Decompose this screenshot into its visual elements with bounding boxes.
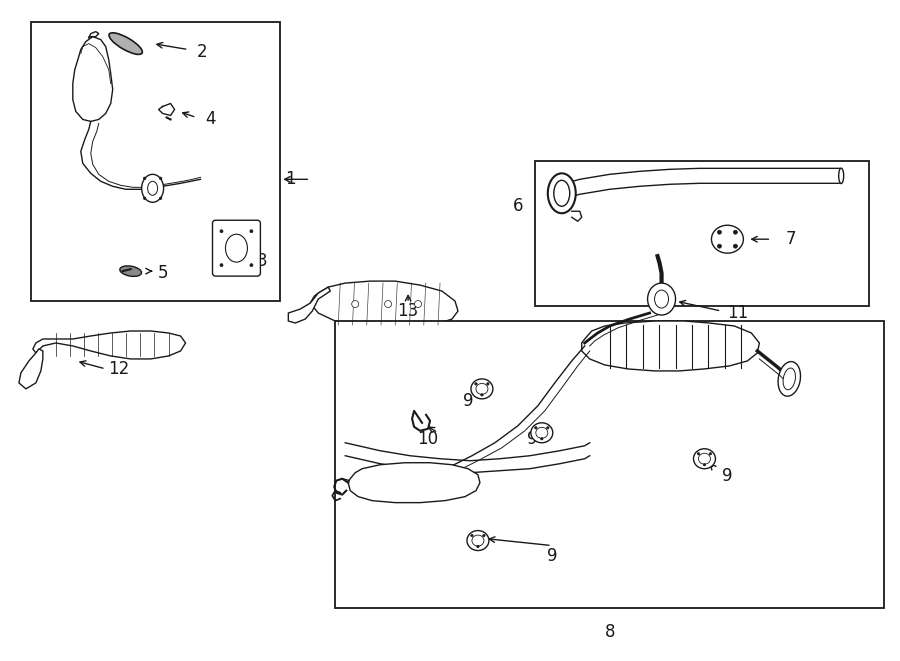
Ellipse shape	[141, 175, 164, 202]
Ellipse shape	[472, 535, 484, 546]
FancyBboxPatch shape	[212, 220, 260, 276]
Ellipse shape	[709, 453, 712, 455]
Text: 9: 9	[546, 547, 557, 564]
Ellipse shape	[717, 244, 722, 248]
Ellipse shape	[159, 197, 162, 200]
Ellipse shape	[703, 463, 706, 466]
Ellipse shape	[548, 173, 576, 214]
Ellipse shape	[536, 427, 548, 438]
Text: 2: 2	[197, 42, 208, 61]
Ellipse shape	[482, 534, 485, 537]
Ellipse shape	[384, 301, 392, 307]
Ellipse shape	[535, 426, 537, 429]
Text: 9: 9	[463, 392, 473, 410]
Ellipse shape	[471, 379, 493, 399]
Ellipse shape	[839, 168, 843, 184]
Text: 7: 7	[786, 230, 796, 248]
Bar	[31, 22, 281, 301]
Text: 4: 4	[205, 110, 216, 128]
Ellipse shape	[120, 266, 141, 276]
Bar	[535, 161, 869, 306]
Ellipse shape	[654, 290, 669, 308]
Ellipse shape	[415, 301, 421, 307]
Ellipse shape	[467, 531, 489, 551]
Polygon shape	[33, 331, 185, 359]
Text: 12: 12	[108, 360, 130, 378]
Text: 13: 13	[398, 302, 418, 320]
Ellipse shape	[352, 301, 359, 307]
Ellipse shape	[471, 534, 473, 537]
Ellipse shape	[698, 453, 699, 455]
Ellipse shape	[148, 181, 157, 195]
Ellipse shape	[250, 264, 253, 266]
Ellipse shape	[476, 383, 488, 395]
Ellipse shape	[546, 426, 549, 429]
Ellipse shape	[694, 449, 716, 469]
Text: 8: 8	[605, 623, 615, 641]
Ellipse shape	[474, 383, 477, 385]
Ellipse shape	[109, 33, 142, 54]
Polygon shape	[288, 287, 330, 323]
Text: 9: 9	[526, 430, 537, 447]
Polygon shape	[581, 321, 760, 371]
Polygon shape	[348, 463, 480, 502]
Ellipse shape	[226, 234, 248, 262]
Ellipse shape	[220, 230, 223, 233]
Ellipse shape	[143, 197, 146, 200]
Text: 3: 3	[257, 252, 267, 270]
Ellipse shape	[554, 180, 570, 206]
Text: 11: 11	[727, 304, 748, 322]
Ellipse shape	[250, 230, 253, 233]
Ellipse shape	[220, 264, 223, 266]
Text: 6: 6	[513, 197, 523, 215]
Polygon shape	[73, 36, 112, 122]
Ellipse shape	[783, 368, 796, 390]
Ellipse shape	[531, 423, 553, 443]
Ellipse shape	[698, 453, 710, 464]
Ellipse shape	[487, 383, 490, 385]
Ellipse shape	[734, 230, 737, 234]
Bar	[335, 321, 884, 608]
Ellipse shape	[717, 230, 722, 234]
Text: 1: 1	[285, 171, 295, 188]
Text: 9: 9	[722, 467, 733, 485]
Ellipse shape	[778, 362, 800, 396]
Polygon shape	[19, 349, 43, 389]
Ellipse shape	[159, 177, 162, 180]
Polygon shape	[310, 281, 458, 326]
Ellipse shape	[481, 393, 483, 396]
Ellipse shape	[711, 225, 743, 253]
Ellipse shape	[143, 177, 146, 180]
Text: 10: 10	[418, 430, 438, 447]
Text: 5: 5	[158, 264, 168, 282]
Ellipse shape	[541, 438, 543, 440]
Ellipse shape	[477, 545, 479, 548]
Ellipse shape	[734, 244, 737, 248]
Ellipse shape	[648, 283, 676, 315]
